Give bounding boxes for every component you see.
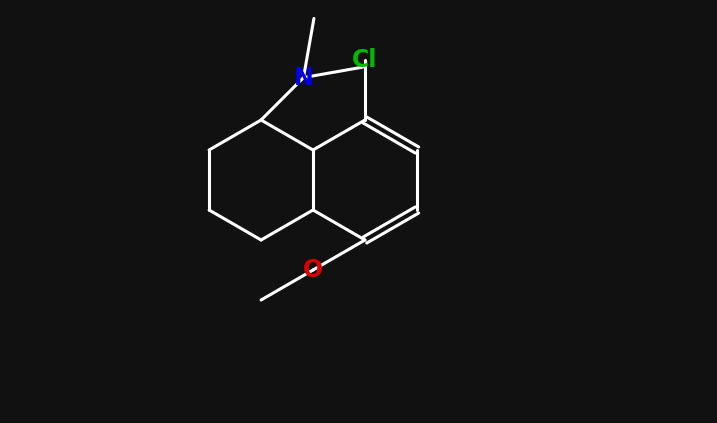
Text: O: O	[303, 258, 323, 282]
Text: N: N	[294, 66, 313, 90]
Text: Cl: Cl	[352, 48, 378, 72]
